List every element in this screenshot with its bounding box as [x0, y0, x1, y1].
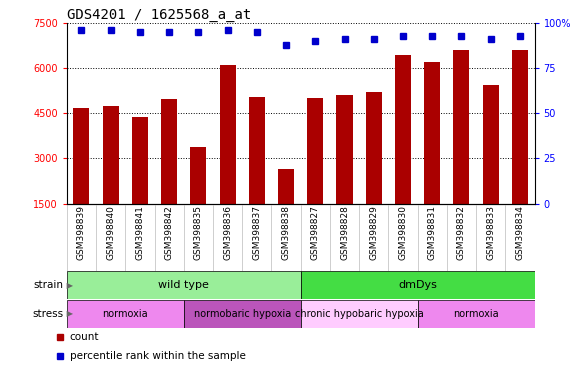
Text: GSM398835: GSM398835 [194, 205, 203, 260]
Bar [483, 85, 498, 204]
Text: wild type: wild type [158, 280, 209, 290]
Text: chronic hypobaric hypoxia: chronic hypobaric hypoxia [295, 309, 424, 319]
Bar [278, 169, 294, 204]
Bar [249, 97, 265, 204]
Text: GSM398833: GSM398833 [486, 205, 495, 260]
Text: GSM398842: GSM398842 [164, 205, 174, 260]
Bar [103, 106, 119, 204]
Bar [418, 300, 535, 328]
Bar [453, 50, 469, 204]
Bar [424, 61, 440, 204]
Text: GDS4201 / 1625568_a_at: GDS4201 / 1625568_a_at [67, 8, 251, 22]
Bar [191, 147, 206, 204]
Text: normobaric hypoxia: normobaric hypoxia [193, 309, 291, 319]
Text: GSM398832: GSM398832 [457, 205, 466, 260]
Text: GSM398830: GSM398830 [399, 205, 407, 260]
Bar [132, 117, 148, 204]
Text: GSM398841: GSM398841 [135, 205, 145, 260]
Text: GSM398840: GSM398840 [106, 205, 115, 260]
Text: GSM398837: GSM398837 [252, 205, 261, 260]
Bar [73, 108, 89, 204]
Bar [161, 99, 177, 204]
Text: GSM398834: GSM398834 [515, 205, 525, 260]
Text: GSM398829: GSM398829 [370, 205, 378, 260]
Text: GSM398839: GSM398839 [77, 205, 86, 260]
Bar [307, 98, 323, 204]
Text: percentile rank within the sample: percentile rank within the sample [70, 351, 245, 361]
Bar [67, 300, 184, 328]
Bar [301, 271, 535, 299]
Text: normoxia: normoxia [453, 309, 499, 319]
Bar [67, 271, 301, 299]
Text: normoxia: normoxia [102, 309, 148, 319]
Text: GSM398836: GSM398836 [223, 205, 232, 260]
Text: dmDys: dmDys [398, 280, 437, 290]
Text: GSM398831: GSM398831 [428, 205, 437, 260]
Text: GSM398838: GSM398838 [282, 205, 290, 260]
Text: ▶: ▶ [64, 281, 73, 290]
Bar [336, 95, 353, 204]
Bar [365, 92, 382, 204]
Bar [395, 55, 411, 204]
Bar [220, 65, 236, 204]
Bar [184, 300, 301, 328]
Text: GSM398827: GSM398827 [311, 205, 320, 260]
Text: strain: strain [34, 280, 64, 290]
Text: GSM398828: GSM398828 [340, 205, 349, 260]
Text: count: count [70, 332, 99, 342]
Bar [512, 50, 528, 204]
Text: ▶: ▶ [64, 309, 73, 318]
Text: stress: stress [33, 309, 64, 319]
Bar [301, 300, 418, 328]
